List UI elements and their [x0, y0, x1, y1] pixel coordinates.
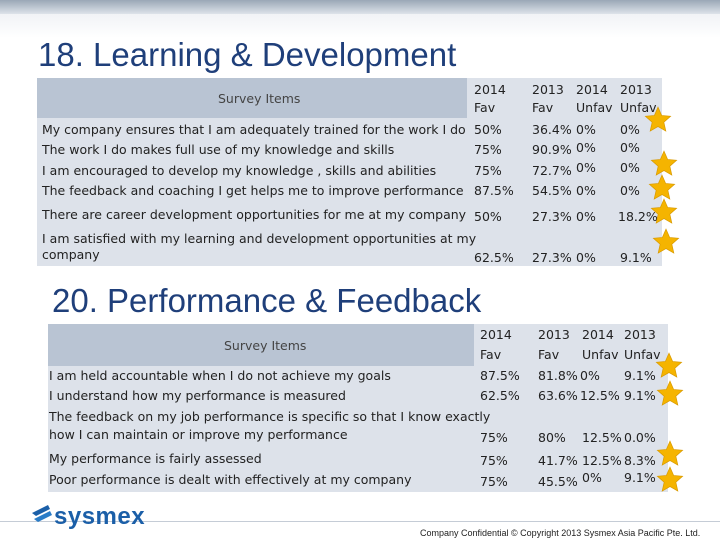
value-cell: 63.6%: [538, 388, 578, 403]
value-cell: 0%: [582, 470, 602, 485]
logo-text: sysmex: [54, 503, 145, 531]
survey-item: company: [42, 247, 100, 262]
col-header-year: 2014: [582, 327, 614, 342]
star-icon: [656, 466, 684, 494]
value-cell: 8.3%: [624, 453, 656, 468]
col-header-year: 2013: [620, 82, 652, 97]
value-cell: 75%: [480, 430, 508, 445]
value-cell: 80%: [538, 430, 566, 445]
survey-item: My company ensures that I am adequately …: [42, 122, 466, 137]
star-icon: [656, 380, 684, 408]
value-cell: 50%: [474, 122, 502, 137]
header-band-fade: [0, 14, 720, 38]
col-header-year: 2013: [538, 327, 570, 342]
survey-items-header: Survey Items: [224, 338, 306, 353]
value-cell: 0%: [576, 209, 596, 224]
col-header-kind: Fav: [480, 347, 501, 362]
value-cell: 0%: [620, 183, 640, 198]
value-cell: 72.7%: [532, 163, 572, 178]
value-cell: 0%: [620, 160, 640, 175]
value-cell: 0%: [576, 140, 596, 155]
value-cell: 62.5%: [480, 388, 520, 403]
survey-item: There are career development opportuniti…: [42, 207, 466, 222]
survey-item: Poor performance is dealt with effective…: [49, 472, 411, 487]
survey-item: I am held accountable when I do not achi…: [49, 368, 391, 383]
col-header-kind: Fav: [538, 347, 559, 362]
value-cell: 0%: [576, 183, 596, 198]
value-cell: 12.5%: [582, 453, 622, 468]
value-cell: 75%: [480, 474, 508, 489]
survey-items-header: Survey Items: [218, 91, 300, 106]
col-header-year: 2014: [474, 82, 506, 97]
section-title-learning: 18. Learning & Development: [38, 36, 456, 74]
value-cell: 75%: [474, 163, 502, 178]
col-header-kind: Unfav: [576, 100, 613, 115]
star-icon: [650, 198, 678, 226]
star-icon: [656, 440, 684, 468]
value-cell: 9.1%: [620, 250, 652, 265]
value-cell: 12.5%: [580, 388, 620, 403]
value-cell: 9.1%: [624, 470, 656, 485]
survey-item: I am satisfied with my learning and deve…: [42, 231, 476, 246]
sysmex-logo: sysmex: [30, 503, 190, 533]
value-cell: 87.5%: [480, 368, 520, 383]
value-cell: 81.8%: [538, 368, 578, 383]
value-cell: 54.5%: [532, 183, 572, 198]
survey-item: The feedback on my job performance is sp…: [49, 409, 490, 424]
value-cell: 0%: [580, 368, 600, 383]
col-header-year: 2013: [624, 327, 656, 342]
star-icon: [655, 352, 683, 380]
value-cell: 9.1%: [624, 388, 656, 403]
survey-item: My performance is fairly assessed: [49, 451, 262, 466]
survey-item: The work I do makes full use of my knowl…: [42, 142, 394, 157]
value-cell: 87.5%: [474, 183, 514, 198]
value-cell: 0%: [576, 160, 596, 175]
survey-item: how I can maintain or improve my perform…: [49, 427, 348, 442]
survey-item: I understand how my performance is measu…: [49, 388, 346, 403]
col-header-year: 2013: [532, 82, 564, 97]
value-cell: 41.7%: [538, 453, 578, 468]
value-cell: 0%: [620, 140, 640, 155]
header-band: [0, 0, 720, 14]
value-cell: 0%: [576, 250, 596, 265]
value-cell: 0.0%: [624, 430, 656, 445]
value-cell: 90.9%: [532, 142, 572, 157]
value-cell: 27.3%: [532, 209, 572, 224]
value-cell: 0%: [620, 122, 640, 137]
value-cell: 75%: [480, 453, 508, 468]
section-title-performance: 20. Performance & Feedback: [52, 282, 481, 320]
col-header-year: 2014: [480, 327, 512, 342]
col-header-kind: Fav: [474, 100, 495, 115]
value-cell: 0%: [576, 122, 596, 137]
star-icon: [652, 228, 680, 256]
footer-copyright: Company Confidential © Copyright 2013 Sy…: [420, 528, 700, 538]
value-cell: 36.4%: [532, 122, 572, 137]
value-cell: 75%: [474, 142, 502, 157]
value-cell: 27.3%: [532, 250, 572, 265]
col-header-year: 2014: [576, 82, 608, 97]
col-header-kind: Fav: [532, 100, 553, 115]
value-cell: 9.1%: [624, 368, 656, 383]
survey-item: The feedback and coaching I get helps me…: [42, 183, 464, 198]
value-cell: 45.5%: [538, 474, 578, 489]
star-icon: [644, 106, 672, 134]
value-cell: 50%: [474, 209, 502, 224]
col-header-kind: Unfav: [582, 347, 619, 362]
value-cell: 62.5%: [474, 250, 514, 265]
survey-item: I am encouraged to develop my knowledge …: [42, 163, 436, 178]
value-cell: 12.5%: [582, 430, 622, 445]
